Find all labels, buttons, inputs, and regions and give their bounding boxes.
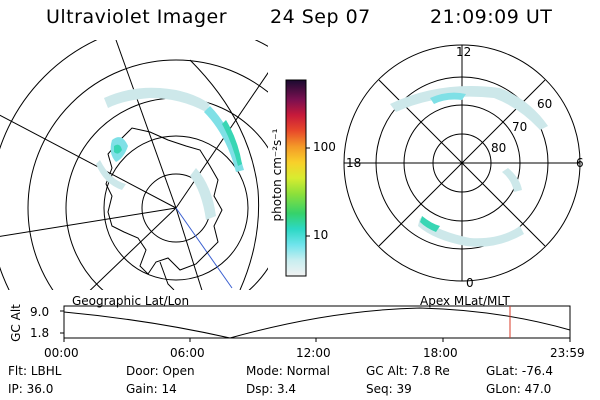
- colorbar-tick-100: 100: [313, 140, 336, 154]
- colorbar: [285, 79, 310, 277]
- mlat-label-70: 70: [512, 120, 528, 134]
- footer-door: Door: Open: [126, 364, 195, 378]
- mlt-label-0: 0: [466, 276, 474, 290]
- footer-seq: Seq: 39: [366, 382, 412, 396]
- altitude-ytick-high: 9.0: [30, 305, 50, 319]
- time-tick-1800: 18:00: [423, 346, 458, 360]
- colorbar-unit-label: photon cm⁻²s⁻¹: [270, 128, 284, 222]
- mlt-label-12: 12: [456, 45, 472, 59]
- app-title: Ultraviolet Imager: [46, 6, 228, 28]
- altitude-ytick-low: 1.8: [30, 326, 50, 340]
- footer-glat: GLat: -76.4: [486, 364, 553, 378]
- time-tick-0000: 00:00: [44, 346, 79, 360]
- footer-gc-alt: GC Alt: 7.8 Re: [366, 364, 450, 378]
- left-panel-label: Geographic Lat/Lon: [72, 294, 190, 308]
- footer-ip: IP: 36.0: [8, 382, 54, 396]
- colorbar-tick-10: 10: [313, 228, 329, 242]
- footer-flt: Flt: LBHL: [8, 364, 62, 378]
- mlt-label-18: 18: [346, 156, 362, 170]
- right-panel-label: Apex MLat/MLT: [420, 294, 510, 308]
- footer-dsp: Dsp: 3.4: [246, 382, 297, 396]
- footer-mode: Mode: Normal: [246, 364, 330, 378]
- footer-gain: Gain: 14: [126, 382, 177, 396]
- apex-polar-plot: [343, 44, 581, 282]
- altitude-ylabel: GC Alt: [9, 304, 23, 342]
- mlt-label-6: 6: [576, 156, 584, 170]
- altitude-plot: [60, 305, 571, 342]
- mlat-label-80: 80: [491, 141, 507, 155]
- footer-glon: GLon: 47.0: [486, 382, 552, 396]
- time-tick-0600: 06:00: [170, 346, 205, 360]
- geographic-map: [0, 40, 268, 290]
- time-tick-2359: 23:59: [550, 346, 585, 360]
- altitude-curve: [63, 307, 571, 339]
- header-date: 24 Sep 07: [270, 6, 371, 28]
- mlat-label-60: 60: [537, 97, 553, 111]
- time-tick-1200: 12:00: [296, 346, 331, 360]
- header-time: 21:09:09 UT: [430, 6, 553, 28]
